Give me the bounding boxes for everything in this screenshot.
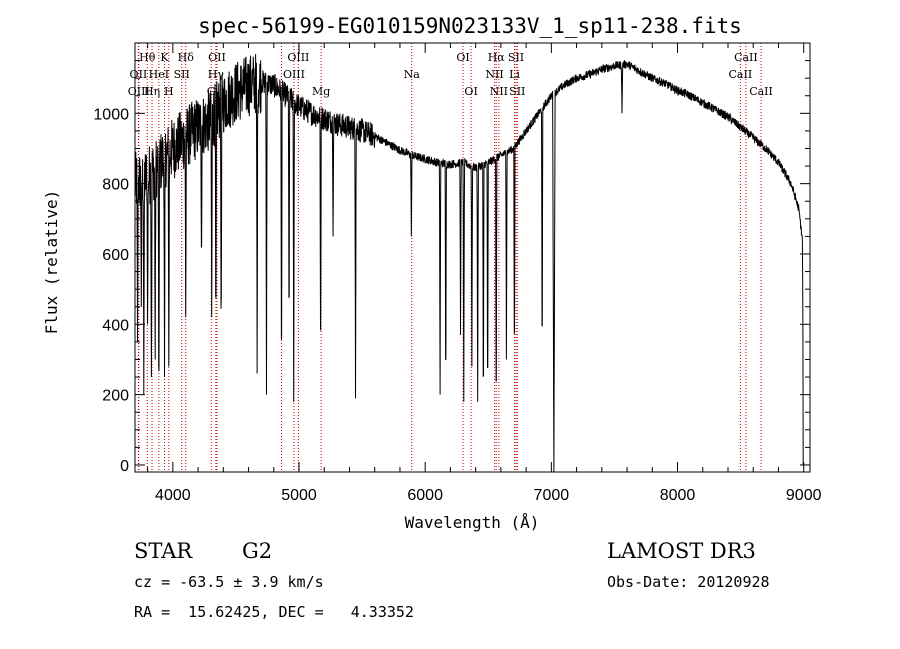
x-tick-label: 5000 xyxy=(281,487,317,504)
spectral-line-label: SII xyxy=(509,85,525,98)
x-tick-label: 4000 xyxy=(155,487,191,504)
spectral-line-label: OIII xyxy=(287,51,309,64)
y-tick-label: 800 xyxy=(102,177,129,194)
spectral-line-label: CaII xyxy=(749,85,773,98)
spectral-line-label: Hη xyxy=(144,85,160,98)
spectral-line-label: Li xyxy=(509,68,520,81)
y-tick-label: 600 xyxy=(102,247,129,264)
spectral-line-label: SII xyxy=(174,68,190,81)
plot-frame xyxy=(134,42,811,473)
spectral-line-label: H xyxy=(164,85,174,98)
y-tick-label: 200 xyxy=(102,388,129,405)
spectral-line-label: OIII xyxy=(128,85,150,98)
chart-title: spec-56199-EG010159N023133V_1_sp11-238.f… xyxy=(198,14,742,38)
object-subclass: G2 xyxy=(242,539,273,563)
redshift-velocity: cz = -63.5 ± 3.9 km/s xyxy=(134,573,324,591)
spectral-line-label: HeI xyxy=(149,68,169,81)
spectral-line-label: OII xyxy=(130,68,148,81)
spectral-line-label: Hθ xyxy=(139,51,156,64)
spectral-line-label: CaII xyxy=(729,68,753,81)
y-axis-ticks: 0 200 400 600 800 1000 xyxy=(93,60,810,475)
spectral-line-label: K xyxy=(160,51,169,64)
spectral-line-label: Na xyxy=(404,68,421,81)
spectral-line-label: Mg xyxy=(312,85,330,98)
spectral-line-label: NII xyxy=(485,68,503,81)
spectral-line-label: Hα xyxy=(488,51,506,64)
spectral-line-label: NII xyxy=(490,85,508,98)
spectrum-line xyxy=(134,54,804,473)
x-tick-label: 6000 xyxy=(407,487,443,504)
observation-date: Obs-Date: 20120928 xyxy=(607,573,770,591)
spectral-line-label: OIII xyxy=(283,68,305,81)
x-tick-label: 8000 xyxy=(660,487,696,504)
sky-coordinates: RA = 15.62425, DEC = 4.33352 xyxy=(134,603,414,621)
spectral-line-label: OI xyxy=(464,85,477,98)
x-axis-label: Wavelength (Å) xyxy=(405,513,540,532)
y-axis-label: Flux (relative) xyxy=(42,190,61,335)
y-tick-label: 400 xyxy=(102,317,129,334)
spectral-line-label: Hδ xyxy=(178,51,195,64)
spectral-line-label: CaII xyxy=(734,51,758,64)
spectral-line-markers xyxy=(137,43,762,472)
survey-name: LAMOST DR3 xyxy=(607,539,756,563)
spectral-line-label: SII xyxy=(508,51,524,64)
object-class: STAR xyxy=(134,539,193,563)
x-tick-label: 9000 xyxy=(786,487,822,504)
spectral-line-label: OII xyxy=(208,51,226,64)
y-tick-label: 0 xyxy=(120,458,129,475)
y-tick-label: 1000 xyxy=(93,106,129,123)
spectral-line-label: OI xyxy=(456,51,469,64)
x-axis-ticks: 4000 5000 6000 7000 8000 9000 xyxy=(147,43,822,504)
x-tick-label: 7000 xyxy=(534,487,570,504)
